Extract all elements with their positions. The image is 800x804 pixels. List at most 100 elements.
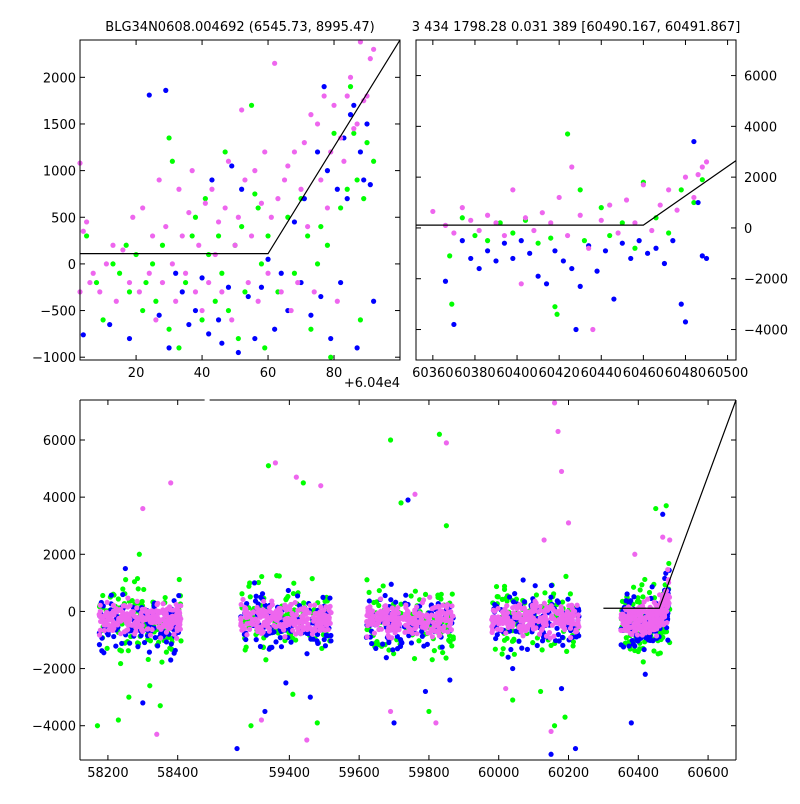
bottom-point-s3-blue-114 xyxy=(393,599,399,605)
tr-point-blue-2 xyxy=(459,238,465,244)
bottom-point-s3-blue-91 xyxy=(383,655,389,661)
bottom-point-s4-pink-88 xyxy=(516,625,522,631)
bottom-outlier-pink-4 xyxy=(272,460,279,466)
tl-point-pink-67 xyxy=(321,93,327,99)
bottom-point-s2-pink-99 xyxy=(312,602,318,608)
bottom-point-s3-pink-217 xyxy=(383,620,389,626)
tr-point-blue-14 xyxy=(560,258,566,264)
tr-point-pink-29 xyxy=(666,187,672,193)
tl-point-blue-35 xyxy=(328,335,334,342)
tr-point-green-2 xyxy=(459,215,465,221)
bottom-outlier-blue-4 xyxy=(251,580,258,586)
bottom-point-s1-pink-174 xyxy=(111,625,117,631)
bottom-point-s5-blue-70 xyxy=(620,644,627,650)
bottom-point-s3-pink-227 xyxy=(437,625,443,631)
bottom-point-s1-pink-159 xyxy=(123,627,130,633)
bottom-point-s4-pink-7 xyxy=(567,635,574,641)
bottom-point-s4-pink-181 xyxy=(497,616,503,622)
tr-ytick-label-2: 0 xyxy=(744,222,752,237)
tl-point-pink-21 xyxy=(169,261,175,267)
tl-point-pink-45 xyxy=(248,233,255,239)
tl-point-blue-39 xyxy=(344,196,350,202)
tl-point-green-54 xyxy=(357,317,364,323)
tl-point-green-8 xyxy=(140,307,146,314)
bottom-point-s4-pink-160 xyxy=(531,603,537,610)
bottom-point-s1-green-58 xyxy=(100,592,106,599)
bottom-point-s2-pink-228 xyxy=(296,618,302,625)
bottom-point-s4-pink-220 xyxy=(553,618,559,624)
bottom-point-s4-pink-197 xyxy=(564,608,570,615)
tl-point-blue-11 xyxy=(199,275,205,281)
tl-point-blue-3 xyxy=(146,92,152,98)
tl-point-green-34 xyxy=(255,205,261,211)
bottom-point-s2-green-18 xyxy=(309,576,315,582)
bottom-point-s2-pink-143 xyxy=(238,601,244,608)
bottom-point-s4-blue-89 xyxy=(494,632,500,638)
bottom-point-s3-pink-159 xyxy=(444,604,450,610)
bottom-point-s2-pink-90 xyxy=(292,599,298,606)
bottom-point-s3-pink-215 xyxy=(439,608,445,614)
tr-point-pink-27 xyxy=(649,227,655,234)
bottom-outlier-blue-16 xyxy=(572,745,579,752)
bottom-point-s5-pink-62 xyxy=(645,596,651,602)
tl-point-pink-61 xyxy=(301,140,307,146)
bottom-point-s5-pink-187 xyxy=(621,627,627,633)
bottom-outlier-pink-17 xyxy=(558,468,565,475)
tr-point-pink-19 xyxy=(586,245,592,251)
bottom-point-s3-blue-52 xyxy=(373,645,379,652)
bottom-point-s1-green-54 xyxy=(147,638,154,644)
tl-point-pink-50 xyxy=(265,270,271,276)
bottom-point-s4-pink-165 xyxy=(505,610,511,616)
bottom-point-s2-pink-140 xyxy=(267,608,273,615)
bottom-point-s3-pink-221 xyxy=(389,611,395,617)
bottom-point-s5-green-73 xyxy=(655,651,661,657)
bottom-point-s4-pink-180 xyxy=(532,598,538,604)
bottom-point-s1-pink-163 xyxy=(106,623,112,629)
bottom-point-s5-pink-146 xyxy=(631,609,637,615)
tr-xtick-label-5: 60460 xyxy=(623,366,664,381)
bottom-point-s2-pink-220 xyxy=(314,623,320,629)
tl-point-blue-20 xyxy=(245,293,251,300)
tl-point-green-24 xyxy=(215,233,222,239)
tl-point-blue-9 xyxy=(186,321,192,328)
bottom-point-s2-blue-16 xyxy=(321,636,327,643)
tr-point-blue-34 xyxy=(703,255,710,262)
tr-point-blue-12 xyxy=(543,281,550,287)
bottom-point-s2-pink-162 xyxy=(305,616,311,622)
tr-point-green-20 xyxy=(653,215,659,221)
bottom-point-s3-green-62 xyxy=(408,593,414,599)
tl-point-green-50 xyxy=(344,186,350,192)
bottom-point-s1-pink-212 xyxy=(101,627,108,634)
bottom-point-s2-green-105 xyxy=(247,594,253,600)
bottom-point-s2-green-101 xyxy=(289,635,296,641)
bottom-outlier-pink-2 xyxy=(154,731,160,737)
tl-point-green-55 xyxy=(361,196,367,202)
bottom-point-s3-pink-130 xyxy=(402,629,408,635)
bottom-point-s1-pink-76 xyxy=(110,602,117,608)
bottom-point-s2-pink-208 xyxy=(260,622,266,628)
bottom-point-s5-green-12 xyxy=(640,659,646,665)
bottom-point-s5-green-100 xyxy=(634,599,640,605)
tr-point-pink-7 xyxy=(493,220,499,226)
bottom-point-s2-pink-122 xyxy=(323,614,329,620)
bottom-point-s4-pink-54 xyxy=(575,612,581,618)
bottom-point-s5-green-2 xyxy=(639,582,645,588)
bottom-point-s1-pink-186 xyxy=(145,626,151,632)
bottom-outlier-pink-0 xyxy=(140,505,146,512)
tr-point-pink-22 xyxy=(607,202,613,208)
bottom-outlier-green-6 xyxy=(248,723,254,729)
panel-top-right-frame xyxy=(415,39,737,361)
bottom-point-s4-blue-5 xyxy=(560,642,566,648)
bottom-point-s1-blue-95 xyxy=(120,591,126,598)
tr-point-pink-25 xyxy=(632,220,638,226)
bottom-point-s4-pink-14 xyxy=(503,630,509,636)
tr-point-green-10 xyxy=(552,304,558,310)
bottom-point-s5-green-66 xyxy=(666,560,672,567)
bottom-outlier-green-14 xyxy=(436,431,443,437)
bottom-point-s2-pink-202 xyxy=(287,606,293,613)
bottom-point-s4-green-94 xyxy=(570,643,576,649)
bottom-point-s5-blue-117 xyxy=(635,638,641,644)
bottom-point-s5-pink-208 xyxy=(659,616,665,622)
bottom-point-s5-green-109 xyxy=(637,587,643,593)
tl-point-pink-55 xyxy=(281,177,288,183)
